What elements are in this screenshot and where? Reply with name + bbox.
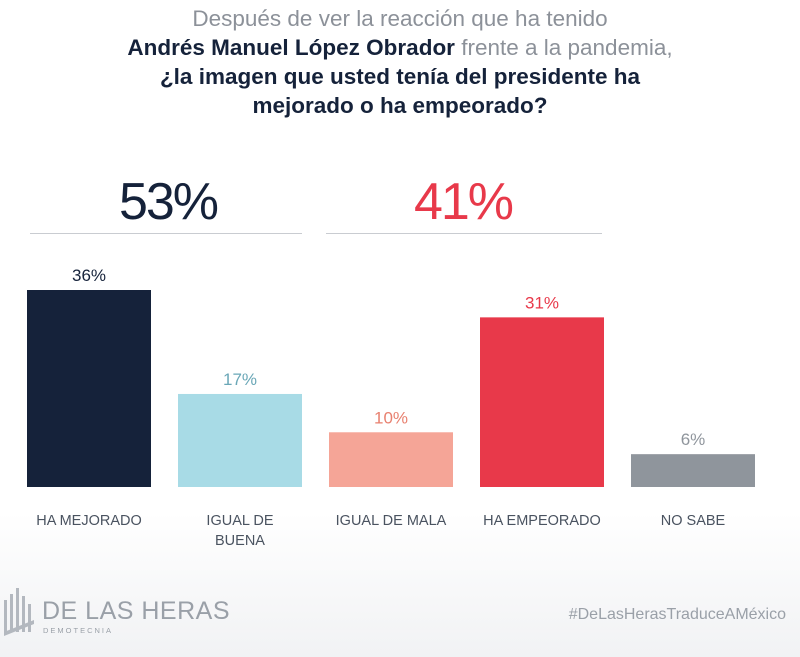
brand-name: DE LAS HERAS xyxy=(42,597,231,625)
brand-subtitle: DEMOTECNIA xyxy=(43,626,114,635)
negative-total: 41% xyxy=(413,173,514,231)
title-line-3: ¿la imagen que usted tenía del president… xyxy=(159,64,641,89)
bar-4 xyxy=(480,317,604,487)
category-label-2-line-1: IGUAL DE xyxy=(206,513,273,529)
de-las-heras-logo-icon xyxy=(4,588,34,636)
bar-1 xyxy=(27,290,151,487)
category-label-2-line-2: BUENA xyxy=(215,533,265,549)
value-label-4: 31% xyxy=(525,293,559,312)
category-label-4: HA EMPEORADO xyxy=(483,513,601,529)
value-label-1: 36% xyxy=(72,266,106,285)
chart-title: Después de ver la reacción que ha tenido… xyxy=(0,4,800,120)
title-line-1: Después de ver la reacción que ha tenido xyxy=(192,6,608,31)
title-line-4: mejorado o ha empeorado? xyxy=(252,93,548,118)
positive-total-divider xyxy=(30,233,302,234)
footer-hashtag: #DeLasHerasTraduceAMéxico xyxy=(568,606,786,623)
bar-3 xyxy=(329,432,453,487)
title-line-2-rest: frente a la pandemia, xyxy=(454,35,673,60)
category-label-5: NO SABE xyxy=(661,513,726,529)
category-label-3: IGUAL DE MALA xyxy=(336,513,447,529)
title-line-2: Andrés Manuel López Obrador frente a la … xyxy=(0,33,800,62)
negative-total-divider xyxy=(326,233,602,234)
value-label-2: 17% xyxy=(223,370,257,389)
value-label-3: 10% xyxy=(374,408,408,427)
title-name: Andrés Manuel López Obrador xyxy=(127,35,455,60)
bar-5 xyxy=(631,454,755,487)
category-label-1: HA MEJORADO xyxy=(36,513,142,529)
bar-2 xyxy=(178,393,302,487)
positive-total: 53% xyxy=(118,173,219,231)
value-label-5: 6% xyxy=(681,430,706,449)
